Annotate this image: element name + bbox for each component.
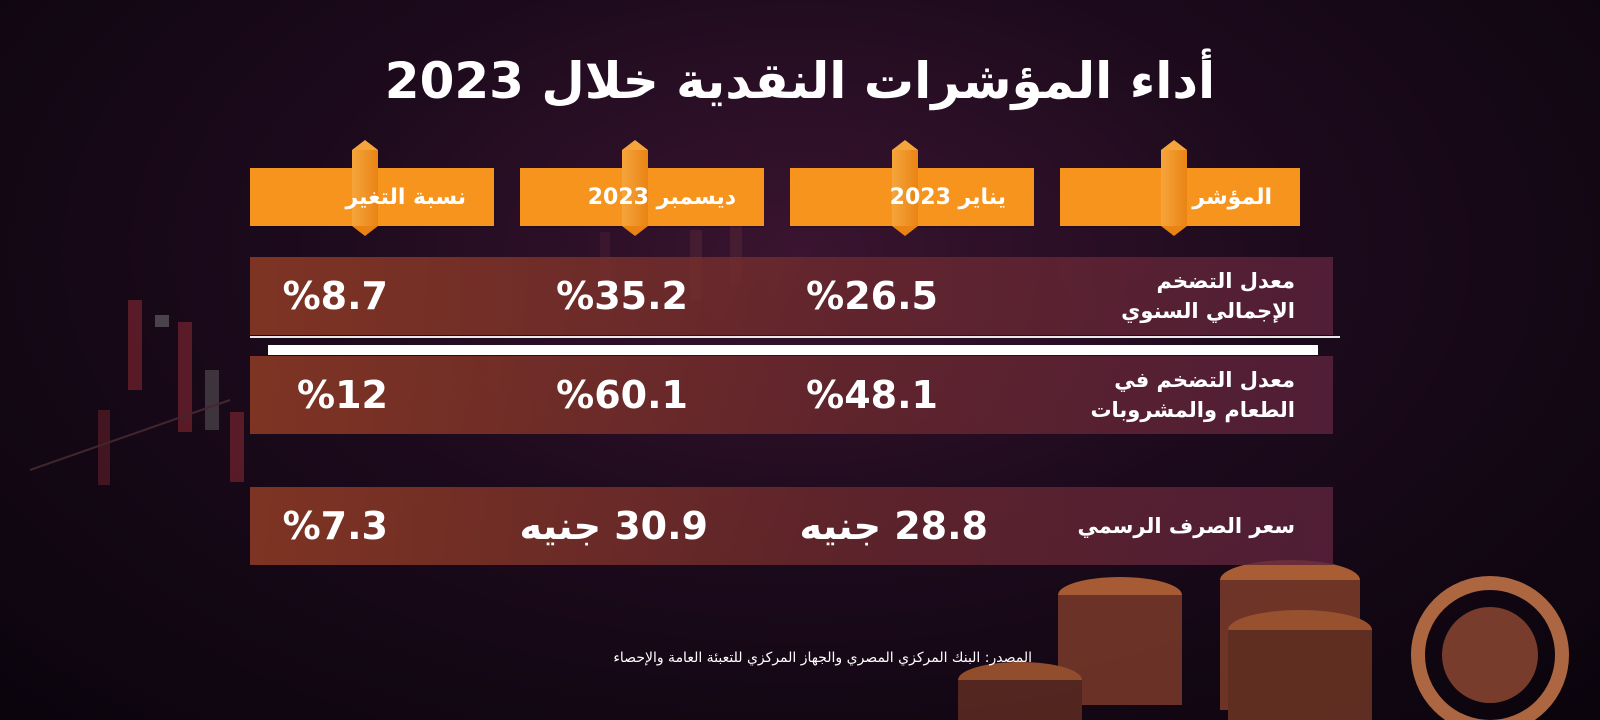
- december-value: %35.2: [556, 274, 688, 318]
- header-indicator: المؤشر: [1060, 140, 1300, 236]
- source-note: المصدر: البنك المركزي المصري والجهاز الم…: [613, 650, 1032, 666]
- december-value: %60.1: [556, 373, 688, 417]
- header-label: يناير 2023: [889, 184, 1006, 210]
- indicator-label: سعر الصرف الرسمي: [1077, 513, 1295, 538]
- header-label: المؤشر: [1192, 184, 1272, 210]
- indicator-label: الإجمالي السنوي: [1121, 299, 1295, 323]
- header-label: نسبة التغير: [345, 184, 467, 210]
- page-title: أداء المؤشرات النقدية خلال 2023: [384, 52, 1216, 110]
- header-december: ديسمبر 2023: [520, 140, 764, 236]
- coins-decoration: [958, 560, 1569, 720]
- january-value: %26.5: [806, 274, 938, 318]
- indicator-cell: سعر الصرف الرسمي: [1035, 487, 1295, 565]
- header-ribbon-tab: [892, 140, 919, 236]
- header-ribbon-tab: [622, 140, 649, 236]
- change-value: %7.3: [282, 504, 388, 548]
- header-ribbon-tab: [1160, 140, 1187, 236]
- table-row: سعر الصرف الرسمي 28.8 جنيه 30.9 جنيه %7.…: [250, 487, 1333, 565]
- january-value: %48.1: [806, 373, 938, 417]
- change-value: %8.7: [282, 274, 388, 318]
- indicator-cell: معدل التضخم في الطعام والمشروبات: [1065, 356, 1295, 434]
- january-value: 28.8 جنيه: [799, 504, 988, 548]
- table-row: معدل التضخم في الطعام والمشروبات %48.1 %…: [250, 356, 1333, 434]
- table-row: معدل التضخم الإجمالي السنوي %26.5 %35.2 …: [250, 257, 1333, 335]
- header-change: نسبة التغير: [250, 140, 494, 236]
- indicator-label: الطعام والمشروبات: [1090, 398, 1295, 422]
- december-value: 30.9 جنيه: [519, 504, 708, 548]
- header-ribbon-tab: [352, 140, 379, 236]
- change-value: %12: [297, 373, 388, 417]
- row-divider-bar: [268, 345, 1318, 355]
- indicator-label: معدل التضخم في: [1114, 367, 1295, 392]
- indicator-cell: معدل التضخم الإجمالي السنوي: [1065, 257, 1295, 335]
- header-label: ديسمبر 2023: [587, 184, 736, 210]
- header-january: يناير 2023: [790, 140, 1034, 236]
- row-divider: [250, 336, 1340, 338]
- indicator-label: معدل التضخم: [1156, 268, 1295, 293]
